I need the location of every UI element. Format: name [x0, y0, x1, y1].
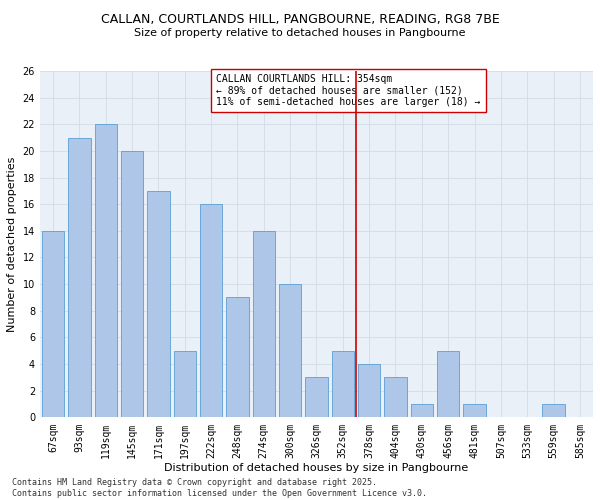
Bar: [95, 124, 117, 418]
Bar: [305, 378, 328, 418]
Bar: [279, 284, 301, 418]
Bar: [121, 151, 143, 417]
Bar: [410, 404, 433, 417]
Text: Size of property relative to detached houses in Pangbourne: Size of property relative to detached ho…: [134, 28, 466, 38]
Bar: [200, 204, 222, 418]
Bar: [253, 231, 275, 418]
Bar: [42, 231, 64, 418]
Bar: [437, 351, 460, 418]
Text: Contains HM Land Registry data © Crown copyright and database right 2025.
Contai: Contains HM Land Registry data © Crown c…: [12, 478, 427, 498]
Bar: [68, 138, 91, 417]
Bar: [173, 351, 196, 418]
Text: CALLAN COURTLANDS HILL: 354sqm
← 89% of detached houses are smaller (152)
11% of: CALLAN COURTLANDS HILL: 354sqm ← 89% of …: [217, 74, 481, 107]
Bar: [332, 351, 354, 418]
Bar: [463, 404, 486, 417]
Text: CALLAN, COURTLANDS HILL, PANGBOURNE, READING, RG8 7BE: CALLAN, COURTLANDS HILL, PANGBOURNE, REA…: [101, 12, 499, 26]
Bar: [226, 298, 248, 418]
Y-axis label: Number of detached properties: Number of detached properties: [7, 156, 17, 332]
Bar: [358, 364, 380, 418]
X-axis label: Distribution of detached houses by size in Pangbourne: Distribution of detached houses by size …: [164, 463, 469, 473]
Bar: [384, 378, 407, 418]
Bar: [147, 191, 170, 418]
Bar: [542, 404, 565, 417]
